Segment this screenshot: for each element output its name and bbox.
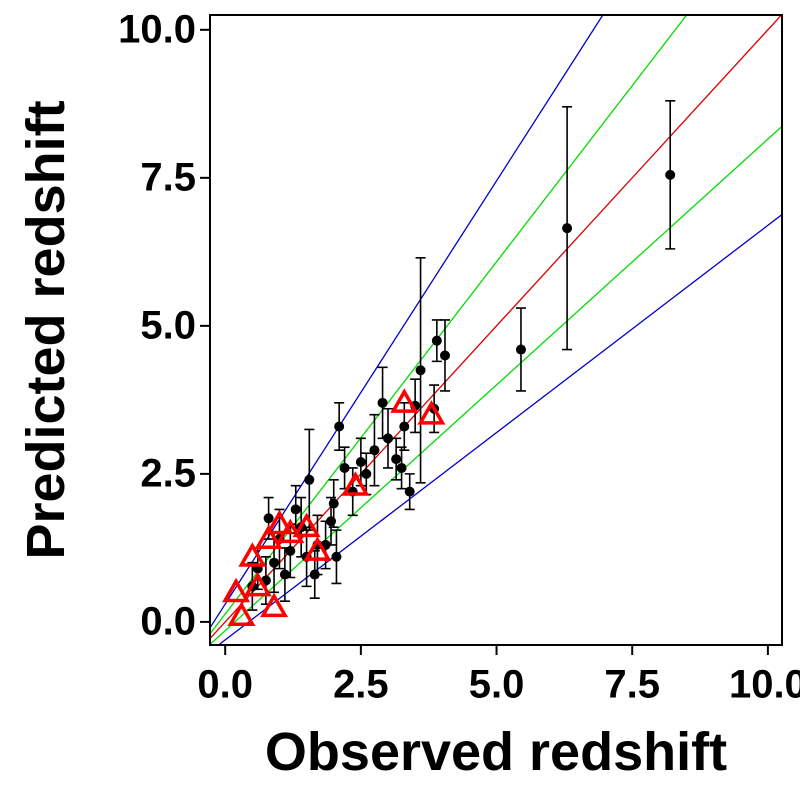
triangle-point xyxy=(417,400,446,425)
triangle-point xyxy=(238,542,267,567)
plot-area xyxy=(210,15,782,645)
point xyxy=(562,223,573,234)
y-tick-label: 10.0 xyxy=(118,7,196,51)
x-tick-label: 5.0 xyxy=(469,663,525,707)
x-axis-title: Observed redshift xyxy=(265,722,727,782)
point xyxy=(355,457,366,468)
triangle-point xyxy=(243,571,272,597)
x-tick-label: 7.5 xyxy=(604,663,660,707)
point xyxy=(279,569,290,580)
point xyxy=(269,557,280,568)
point xyxy=(377,397,388,408)
x-tick-label: 2.5 xyxy=(333,663,389,707)
point xyxy=(290,504,301,515)
point xyxy=(515,344,526,355)
triangle-point xyxy=(341,471,370,496)
point xyxy=(399,421,410,432)
y-tick-label: 0.0 xyxy=(140,599,196,643)
reference-line xyxy=(217,214,782,645)
point xyxy=(404,486,415,497)
point xyxy=(415,365,426,376)
point xyxy=(396,462,407,473)
x-tick-label: 10.0 xyxy=(729,663,800,707)
point xyxy=(361,468,372,479)
point xyxy=(326,516,337,527)
reference-line xyxy=(210,15,688,635)
triangle-point xyxy=(260,592,289,618)
point xyxy=(263,513,274,524)
point xyxy=(331,551,342,562)
triangle-point xyxy=(254,524,283,550)
point xyxy=(391,454,402,465)
point xyxy=(369,445,380,456)
triangle-point xyxy=(276,518,305,544)
triangle-point xyxy=(265,509,294,535)
point xyxy=(304,474,315,485)
point xyxy=(431,335,442,346)
triangle-point xyxy=(303,536,332,561)
point xyxy=(309,569,320,580)
y-tick-label: 7.5 xyxy=(140,155,196,199)
triangle-point xyxy=(227,601,256,626)
x-tick-label: 0.0 xyxy=(197,663,253,707)
point xyxy=(665,169,676,180)
point xyxy=(334,421,345,432)
y-tick-label: 5.0 xyxy=(140,303,196,347)
point xyxy=(439,350,450,361)
plot-border xyxy=(209,14,783,646)
point xyxy=(383,433,394,444)
triangle-point xyxy=(390,388,419,413)
triangle-point xyxy=(222,577,251,603)
point xyxy=(339,462,350,473)
y-axis-title: Predicted redshift xyxy=(16,100,76,559)
y-tick-label: 2.5 xyxy=(140,451,196,495)
triangle-point xyxy=(292,512,321,538)
